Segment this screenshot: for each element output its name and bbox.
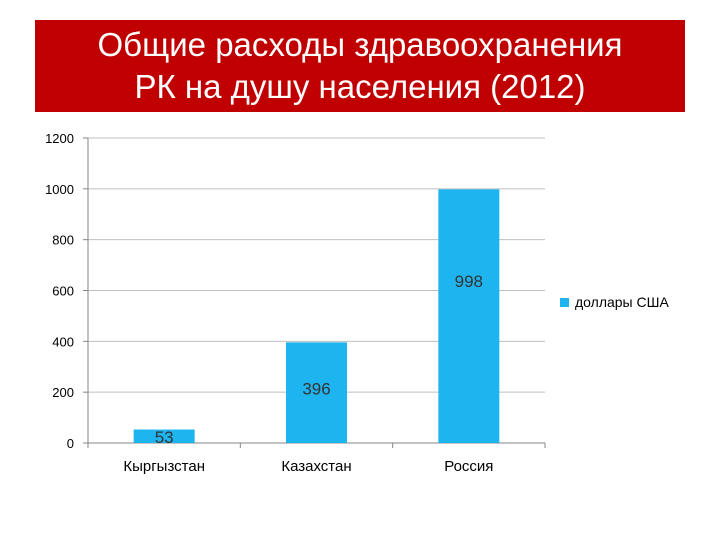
x-category-label-0: Кыргызстан <box>123 458 205 475</box>
title-banner: Общие расходы здравоохранения РК на душу… <box>35 20 685 112</box>
data-label-1: 396 <box>302 380 330 399</box>
data-label-0: 53 <box>155 428 174 447</box>
title-line-2: РК на душу населения (2012) <box>134 68 586 105</box>
x-category-label-1: Казахстан <box>281 458 351 475</box>
title-line-1: Общие расходы здравоохранения <box>97 26 623 63</box>
y-tick-label-3: 600 <box>52 284 74 299</box>
bar-1 <box>286 342 347 443</box>
y-tick-label-6: 1200 <box>45 131 74 146</box>
bar-2 <box>438 189 500 443</box>
y-tick-label-2: 400 <box>52 334 74 349</box>
y-tick-label-1: 200 <box>52 385 74 400</box>
data-label-2: 998 <box>455 272 483 291</box>
legend-swatch <box>560 298 569 307</box>
x-category-label-2: Россия <box>444 458 493 475</box>
y-tick-label-0: 0 <box>67 436 74 451</box>
bar-0 <box>133 429 195 443</box>
legend-label: доллары США <box>575 294 669 310</box>
y-tick-label-5: 1000 <box>45 182 74 197</box>
y-tick-label-4: 800 <box>52 233 74 248</box>
